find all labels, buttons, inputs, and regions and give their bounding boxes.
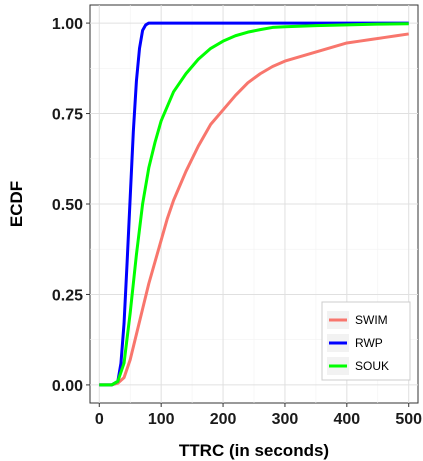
y-tick-label: 1.00 bbox=[52, 16, 83, 33]
y-tick-label: 0.75 bbox=[52, 107, 83, 124]
legend-label-swim: SWIM bbox=[355, 313, 388, 327]
legend: SWIM RWP SOUK bbox=[321, 301, 411, 381]
legend-label-souk: SOUK bbox=[355, 359, 389, 373]
series-line-swim bbox=[99, 32, 409, 387]
legend-label-rwp: RWP bbox=[355, 336, 383, 350]
x-tick-label: 100 bbox=[148, 411, 175, 428]
series-line-souk bbox=[99, 22, 409, 387]
x-tick-label: 300 bbox=[272, 411, 299, 428]
y-tick-label: 0.25 bbox=[52, 287, 83, 304]
y-axis-title: ECDF bbox=[7, 181, 26, 227]
series-lines bbox=[99, 21, 409, 387]
x-axis-ticks: 0 100 200 300 400 500 bbox=[95, 403, 422, 428]
x-tick-label: 500 bbox=[395, 411, 422, 428]
x-tick-label: 0 bbox=[95, 411, 104, 428]
y-tick-label: 0.50 bbox=[52, 197, 83, 214]
x-tick-label: 200 bbox=[210, 411, 237, 428]
x-axis-title: TTRC (in seconds) bbox=[179, 441, 329, 460]
y-axis-ticks: 0.00 0.25 0.50 0.75 1.00 bbox=[52, 16, 90, 395]
x-tick-label: 400 bbox=[333, 411, 360, 428]
y-tick-label: 0.00 bbox=[52, 378, 83, 395]
